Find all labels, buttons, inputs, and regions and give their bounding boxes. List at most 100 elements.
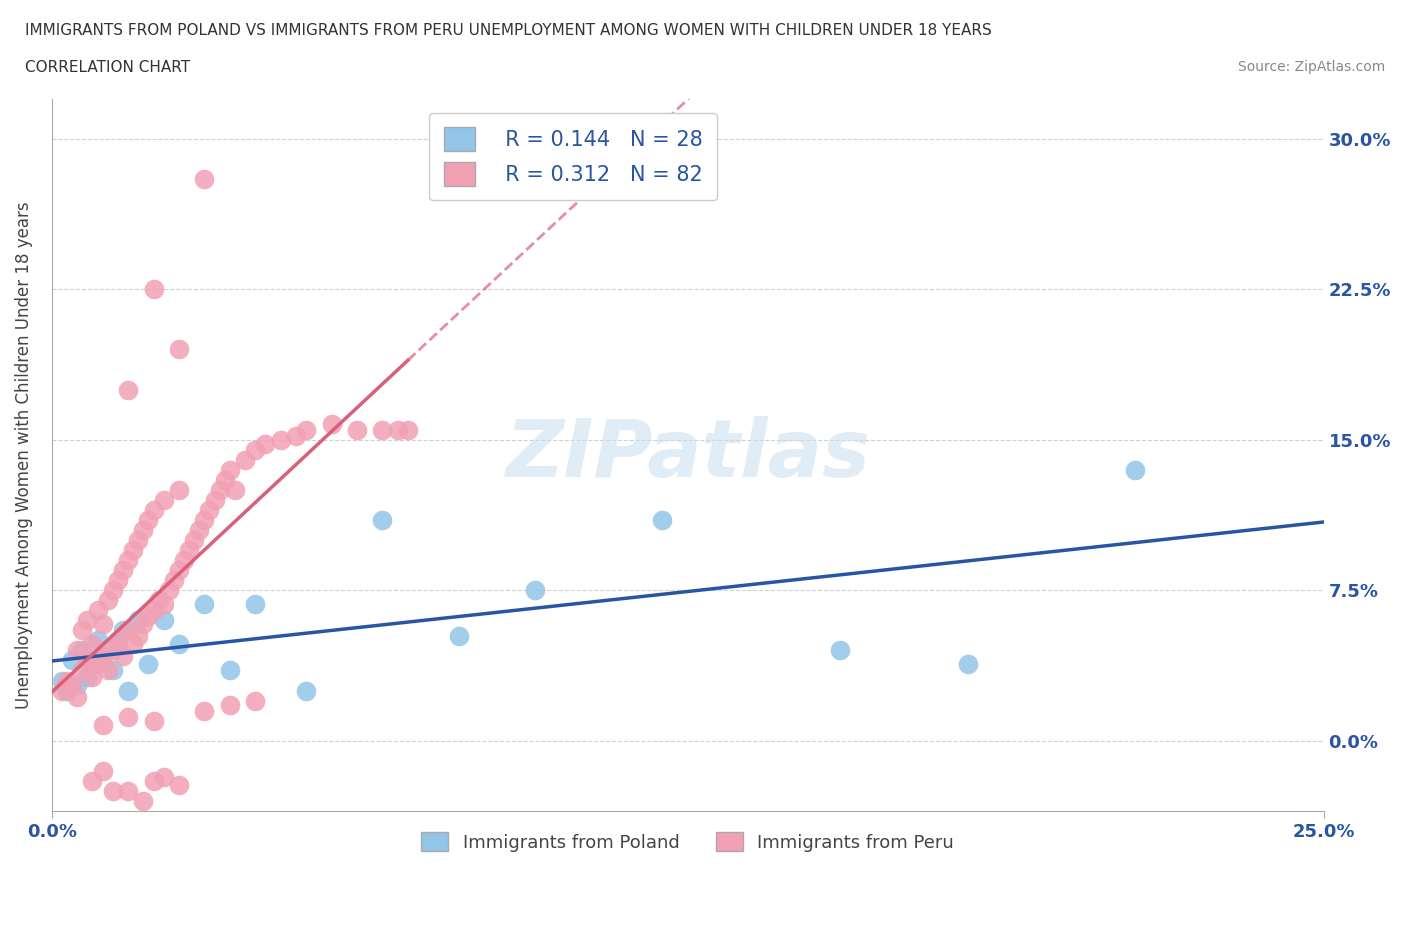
Point — [188, 523, 211, 538]
Point — [321, 417, 343, 432]
Point — [117, 684, 139, 698]
Point — [167, 637, 190, 652]
Text: CORRELATION CHART: CORRELATION CHART — [25, 60, 190, 75]
Point — [167, 342, 190, 357]
Point — [117, 552, 139, 567]
Point — [208, 483, 231, 498]
Point — [142, 713, 165, 728]
Point — [830, 643, 852, 658]
Point — [138, 609, 160, 624]
Point — [152, 769, 174, 784]
Point — [72, 663, 94, 678]
Point — [142, 603, 165, 618]
Point — [138, 657, 160, 671]
Point — [101, 643, 124, 658]
Point — [651, 512, 673, 527]
Point — [157, 583, 180, 598]
Point — [56, 684, 79, 698]
Point — [66, 689, 89, 704]
Point — [152, 613, 174, 628]
Point — [107, 637, 129, 652]
Point — [163, 573, 186, 588]
Point — [245, 693, 267, 708]
Point — [91, 717, 114, 732]
Point — [91, 617, 114, 631]
Point — [122, 637, 145, 652]
Point — [167, 483, 190, 498]
Point — [218, 462, 240, 477]
Point — [66, 643, 89, 658]
Point — [72, 643, 94, 658]
Text: ZIPatlas: ZIPatlas — [505, 416, 870, 494]
Point — [82, 774, 104, 789]
Point — [91, 649, 114, 664]
Point — [167, 777, 190, 792]
Point — [295, 684, 318, 698]
Point — [524, 583, 547, 598]
Point — [142, 502, 165, 517]
Point — [60, 677, 83, 692]
Point — [193, 512, 215, 527]
Point — [396, 422, 419, 437]
Point — [346, 422, 368, 437]
Point — [86, 657, 108, 671]
Point — [371, 512, 394, 527]
Point — [245, 597, 267, 612]
Point — [127, 613, 149, 628]
Point — [138, 512, 160, 527]
Point — [152, 493, 174, 508]
Point — [214, 472, 236, 487]
Point — [218, 663, 240, 678]
Text: Source: ZipAtlas.com: Source: ZipAtlas.com — [1237, 60, 1385, 74]
Point — [56, 673, 79, 688]
Point — [107, 573, 129, 588]
Point — [270, 432, 292, 447]
Point — [127, 629, 149, 644]
Point — [117, 710, 139, 724]
Point — [132, 617, 155, 631]
Point — [183, 533, 205, 548]
Point — [66, 677, 89, 692]
Point — [122, 543, 145, 558]
Point — [97, 592, 120, 607]
Point — [284, 429, 307, 444]
Point — [101, 583, 124, 598]
Point — [51, 673, 73, 688]
Point — [111, 563, 134, 578]
Point — [117, 382, 139, 397]
Point — [447, 629, 470, 644]
Point — [142, 774, 165, 789]
Point — [82, 657, 104, 671]
Point — [127, 533, 149, 548]
Point — [193, 703, 215, 718]
Point — [167, 563, 190, 578]
Point — [142, 282, 165, 297]
Point — [956, 657, 979, 671]
Point — [91, 764, 114, 778]
Point — [245, 443, 267, 458]
Point — [233, 452, 256, 467]
Point — [60, 653, 83, 668]
Text: IMMIGRANTS FROM POLAND VS IMMIGRANTS FROM PERU UNEMPLOYMENT AMONG WOMEN WITH CHI: IMMIGRANTS FROM POLAND VS IMMIGRANTS FRO… — [25, 23, 993, 38]
Point — [371, 422, 394, 437]
Point — [76, 613, 98, 628]
Point — [86, 603, 108, 618]
Point — [107, 633, 129, 648]
Point — [76, 669, 98, 684]
Point — [295, 422, 318, 437]
Point — [132, 523, 155, 538]
Point — [82, 669, 104, 684]
Point — [76, 653, 98, 668]
Point — [193, 597, 215, 612]
Point — [111, 623, 134, 638]
Point — [91, 649, 114, 664]
Point — [148, 592, 170, 607]
Point — [132, 793, 155, 808]
Point — [173, 552, 195, 567]
Point — [218, 698, 240, 712]
Point — [204, 493, 226, 508]
Point — [224, 483, 246, 498]
Point — [117, 623, 139, 638]
Point — [72, 623, 94, 638]
Point — [82, 637, 104, 652]
